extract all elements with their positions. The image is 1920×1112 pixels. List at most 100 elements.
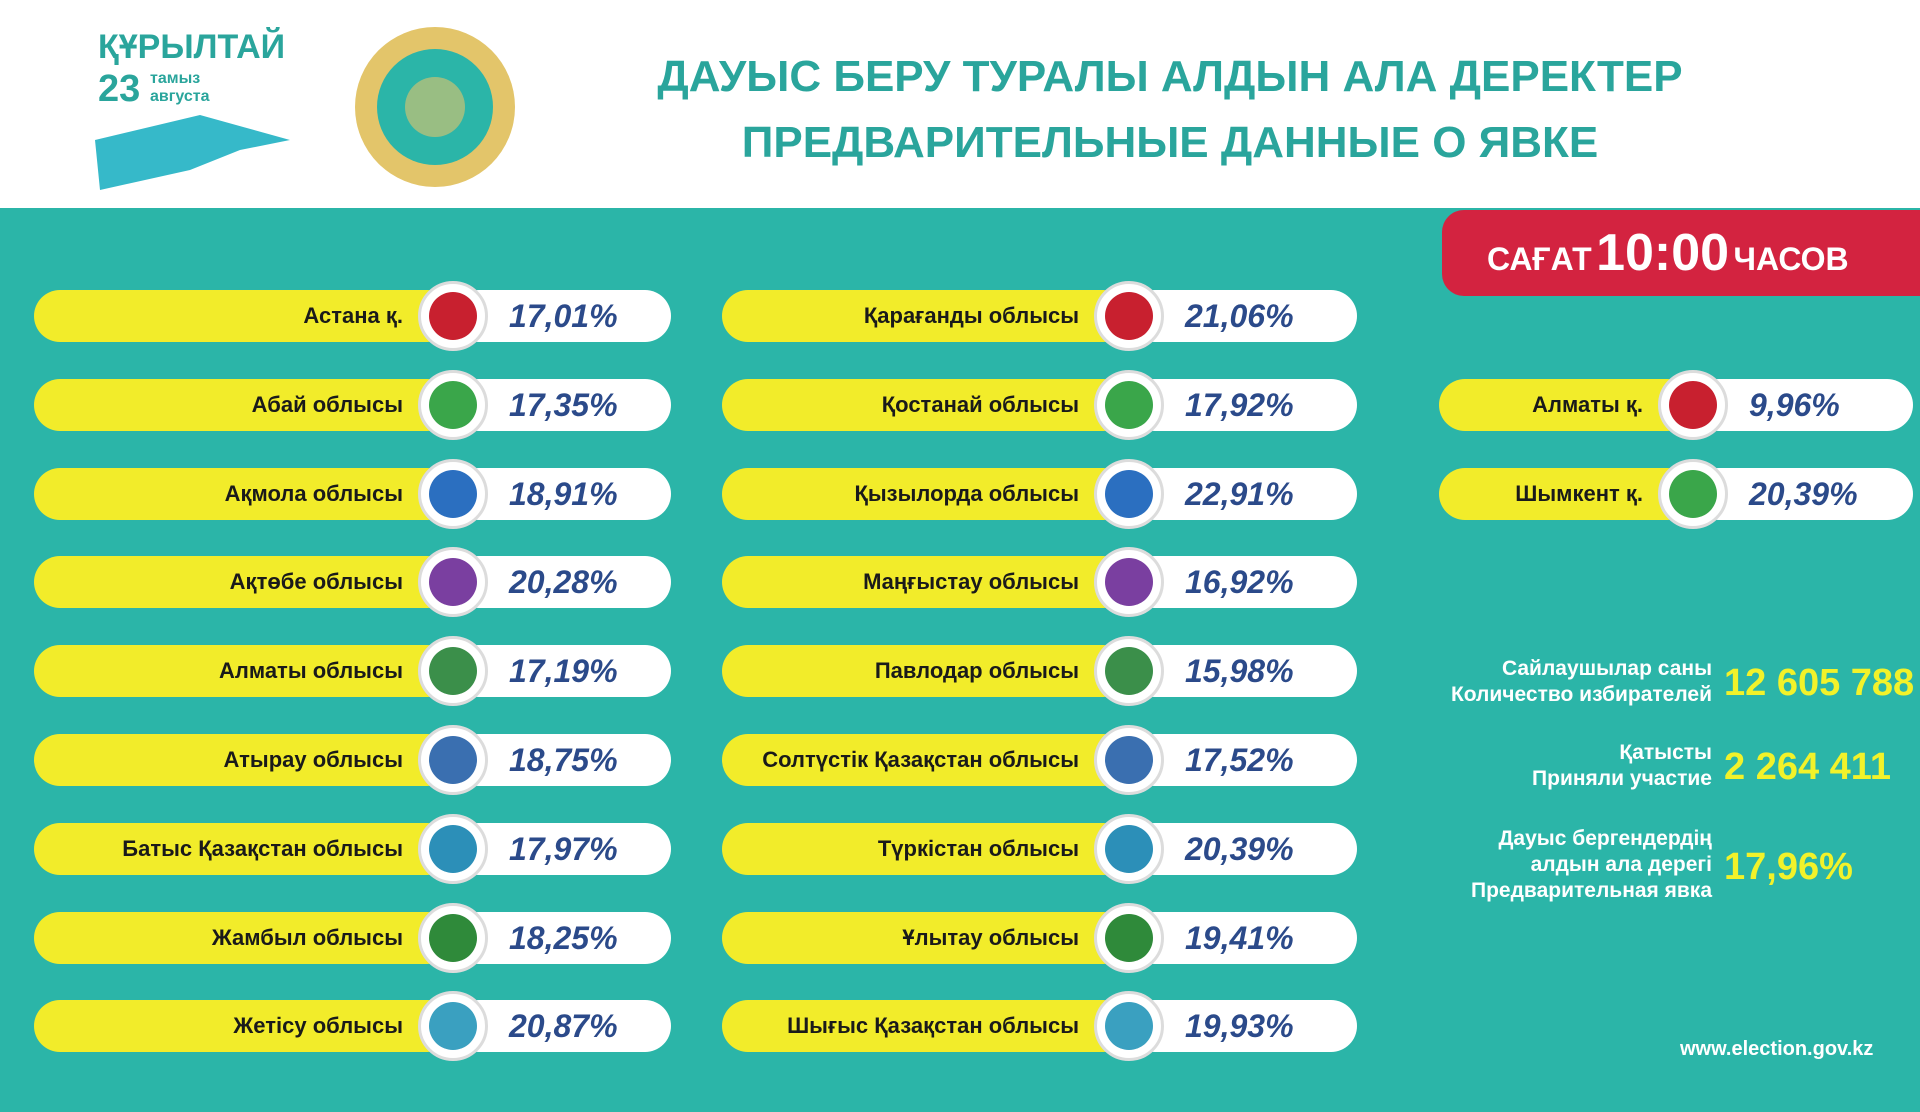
title-kz: ДАУЫС БЕРУ ТУРАЛЫ АЛДЫН АЛА ДЕРЕКТЕР [657, 52, 1683, 101]
emblem-icon [429, 647, 477, 696]
stat-label-line: Предварительная явка [1471, 879, 1712, 902]
region-name: Қызылорда облысы [854, 480, 1079, 506]
region-pill [34, 290, 453, 342]
turnout-pill [453, 645, 671, 698]
stat-value: 12 605 788 [1724, 662, 1915, 704]
turnout-value: 17,19% [509, 653, 618, 690]
turnout-pill [1129, 822, 1357, 875]
turnout-pill [1129, 734, 1357, 786]
turnout-value: 19,93% [1185, 1008, 1294, 1045]
turnout-value: 20,28% [509, 564, 618, 601]
region-pill [34, 734, 453, 786]
emblem-icon [429, 469, 477, 518]
logo-title: ҚҰРЫЛТАЙ [98, 28, 286, 66]
region-name: Шымкент қ. [1515, 480, 1643, 506]
region-emblem [1094, 369, 1164, 440]
region-emblem [418, 547, 488, 618]
emblem-icon [1105, 647, 1153, 696]
region-pill [722, 290, 1129, 342]
region-emblem [418, 725, 488, 795]
emblem-icon [429, 558, 477, 607]
region-name: Солтүстік Қазақстан облысы [762, 747, 1079, 772]
turnout-value: 17,01% [509, 298, 618, 334]
region-emblem [1094, 281, 1164, 351]
emblem-icon [1105, 292, 1153, 340]
region-pill [34, 911, 453, 964]
region-emblem [1094, 725, 1164, 795]
turnout-value: 21,06% [1185, 298, 1294, 334]
region-emblem [1094, 991, 1164, 1062]
region-pill [34, 467, 453, 520]
region-name: Түркістан облысы [877, 835, 1079, 861]
turnout-value: 9,96% [1749, 386, 1840, 423]
region-emblem [1094, 813, 1164, 884]
region-pill [1439, 378, 1693, 431]
flag-ribbon [95, 115, 290, 190]
region-emblem [418, 458, 488, 529]
region-pill [722, 1000, 1129, 1053]
stat-label-line: Дауыс бергендердің алдын ала дерегі [1498, 827, 1712, 876]
stat-label-line: Количество избирателей [1450, 683, 1712, 706]
region-name: Қостанай облысы [881, 391, 1079, 417]
region-pill [722, 467, 1129, 520]
turnout-pill [1129, 290, 1357, 342]
emblem-icon [429, 736, 477, 784]
turnout-pill [1129, 467, 1357, 520]
region-name: Батыс Қазақстан облысы [122, 835, 403, 861]
turnout-pill [453, 290, 671, 342]
turnout-pill [453, 734, 671, 786]
stat-value: 17,96% [1724, 846, 1853, 888]
turnout-pill [453, 467, 671, 520]
region-name: Ақмола облысы [224, 480, 403, 506]
region-pill [34, 378, 453, 431]
region-name: Жамбыл облысы [211, 924, 403, 950]
emblem-icon [1105, 736, 1153, 784]
region-pill [1439, 467, 1693, 520]
region-emblem [1094, 636, 1164, 707]
turnout-pill [1129, 556, 1357, 609]
region-name: Алматы облысы [218, 658, 403, 684]
stat-label-line: Сайлаушылар саны [1501, 657, 1712, 680]
region-emblem [418, 281, 488, 351]
region-pill [722, 911, 1129, 964]
turnout-pill [453, 911, 671, 964]
emblem-icon [1105, 469, 1153, 518]
turnout-value: 17,92% [1185, 386, 1294, 423]
turnout-pill [453, 822, 671, 875]
time-badge: САҒАТ 10:00 ЧАСОВ [1442, 210, 1920, 296]
emblem-icon [429, 824, 477, 873]
region-emblem [1094, 458, 1164, 529]
turnout-value: 18,91% [509, 475, 618, 512]
turnout-pill [453, 556, 671, 609]
stat-label: Қатысты Приняли участие [1212, 740, 1712, 792]
region-emblem [418, 991, 488, 1062]
turnout-value: 18,25% [509, 919, 618, 956]
turnout-value: 16,92% [1185, 564, 1294, 601]
seal [355, 27, 515, 187]
stat-label-line: Приняли участие [1532, 767, 1712, 790]
turnout-value: 18,75% [509, 742, 618, 778]
region-pill [34, 822, 453, 875]
emblem-icon [429, 380, 477, 429]
region-pill [722, 378, 1129, 431]
region-emblem [1658, 458, 1728, 529]
turnout-value: 17,35% [509, 386, 618, 423]
turnout-value: 20,39% [1185, 830, 1294, 867]
region-name: Ақтөбе облысы [229, 569, 403, 595]
region-emblem [418, 636, 488, 707]
region-name: Шығыс Қазақстан облысы [787, 1013, 1079, 1039]
logo-month-ru: августа [150, 88, 210, 105]
title-ru: ПРЕДВАРИТЕЛЬНЫЕ ДАННЫЕ О ЯВКЕ [741, 118, 1599, 167]
turnout-pill [453, 378, 671, 431]
region-name: Астана қ. [303, 303, 403, 328]
region-pill [722, 822, 1129, 875]
turnout-value: 17,97% [509, 830, 618, 867]
logo-month-kz: тамыз [150, 70, 201, 87]
turnout-pill [1129, 1000, 1357, 1053]
region-pill [34, 645, 453, 698]
region-emblem [1658, 369, 1728, 440]
turnout-value: 20,87% [509, 1008, 618, 1045]
emblem-icon [1105, 558, 1153, 607]
badge-suffix: ЧАСОВ [1733, 241, 1849, 277]
turnout-pill [1129, 645, 1357, 698]
